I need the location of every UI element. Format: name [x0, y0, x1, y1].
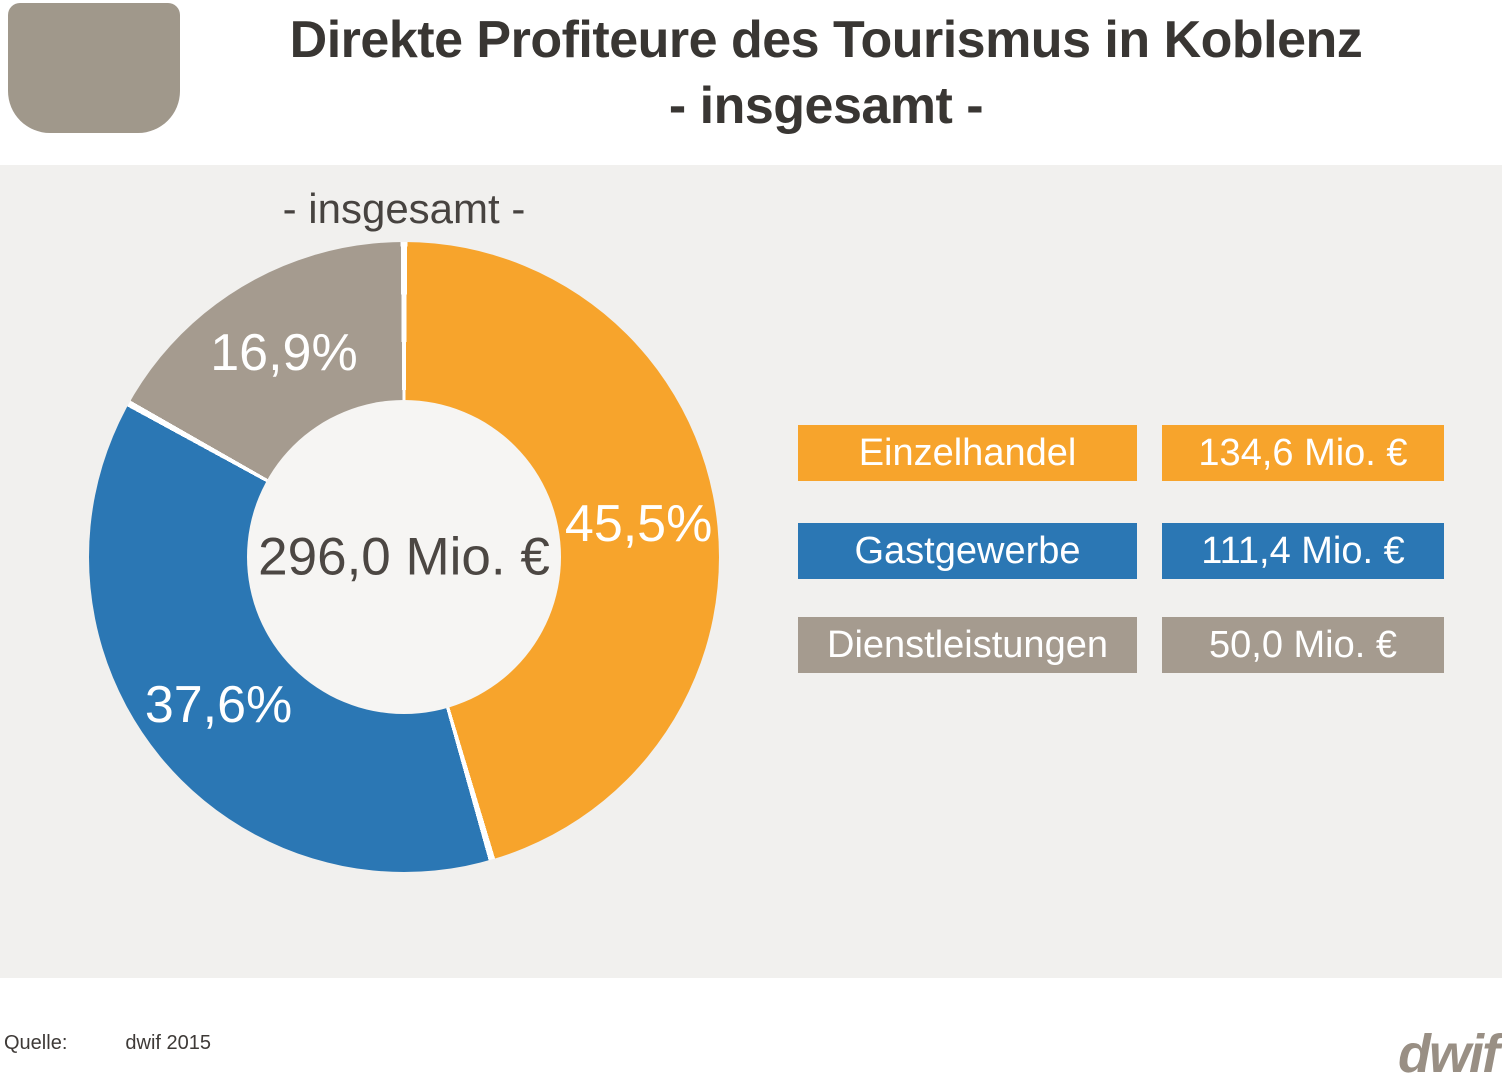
legend-label-dienstleistungen: Dienstleistungen [798, 617, 1137, 673]
dwif-logo: dwif [1398, 1024, 1500, 1084]
page-title-line2: - insgesamt - [668, 76, 984, 135]
legend-value-einzelhandel: 134,6 Mio. € [1162, 425, 1444, 481]
page-title-line1: Direkte Profiteure des Tourismus in Kobl… [289, 11, 1363, 69]
source-line: Quelle: dwif 2015 [4, 1032, 211, 1055]
source-value: dwif 2015 [125, 1032, 211, 1054]
legend-value-gastgewerbe: 111,4 Mio. € [1162, 523, 1444, 579]
donut-center-total: 296,0 Mio. € [258, 527, 550, 587]
segment-percent-label-dienstleistungen: 16,9% [210, 323, 358, 382]
donut-subtitle: - insgesamt - [282, 185, 526, 232]
segment-percent-label-einzelhandel: 45,5% [564, 494, 713, 553]
donut-hole: 296,0 Mio. € [247, 400, 561, 714]
source-label: Quelle: [4, 1032, 68, 1054]
donut-chart: 296,0 Mio. € 45,5% 37,6% 16,9% [89, 242, 719, 872]
legend-value-dienstleistungen: 50,0 Mio. € [1162, 617, 1444, 673]
logo-shield [8, 3, 180, 133]
segment-percent-label-gastgewerbe: 37,6% [144, 675, 293, 734]
page-title: Direkte Profiteure des Tourismus in Kobl… [190, 8, 1462, 139]
legend-label-einzelhandel: Einzelhandel [798, 425, 1137, 481]
legend-label-gastgewerbe: Gastgewerbe [798, 523, 1137, 579]
